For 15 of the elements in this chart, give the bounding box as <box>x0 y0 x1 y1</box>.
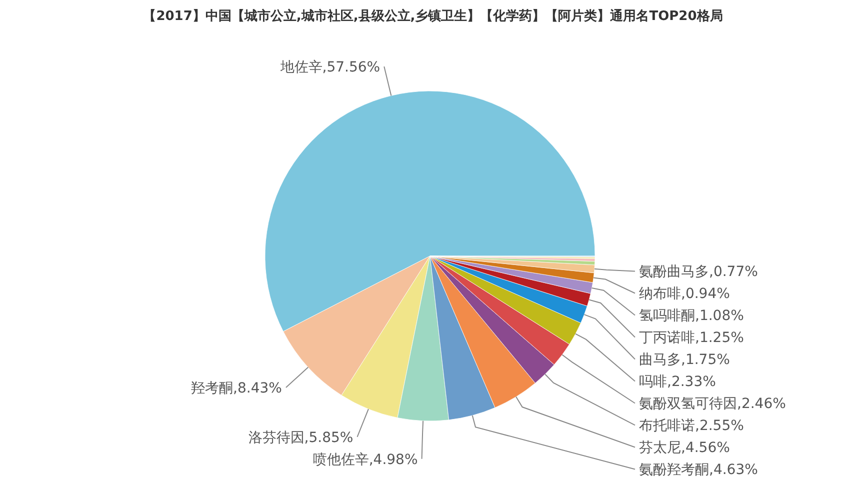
slice-label: 布托啡诺,2.55% <box>639 418 744 434</box>
slice-label: 喷他佐辛,4.98% <box>312 452 418 468</box>
slice-label: 纳布啡,0.94% <box>639 286 730 302</box>
slice-label: 吗啡,2.33% <box>639 374 716 390</box>
slice-label: 丁丙诺啡,1.25% <box>639 330 744 346</box>
slice-label: 地佐辛,57.56% <box>279 59 380 76</box>
chart-title: 【2017】中国【城市公立,城市社区,县级公立,乡镇卫生】【化学药】【阿片类】通用名TOP20格局 <box>142 8 724 26</box>
slice-label: 洛芬待因,5.85% <box>248 430 354 446</box>
slice-label: 曲马多,1.75% <box>639 352 730 368</box>
slice-label: 氨酚双氢可待因,2.46% <box>639 396 786 412</box>
slice-label: 氨酚羟考酮,4.63% <box>639 462 758 478</box>
slice-label: 氨酚曲马多,0.77% <box>639 264 758 280</box>
slice-label: 羟考酮,8.43% <box>191 380 282 396</box>
slice-label: 芬太尼,4.56% <box>639 440 730 456</box>
slice-label: 氢吗啡酮,1.08% <box>639 308 744 324</box>
